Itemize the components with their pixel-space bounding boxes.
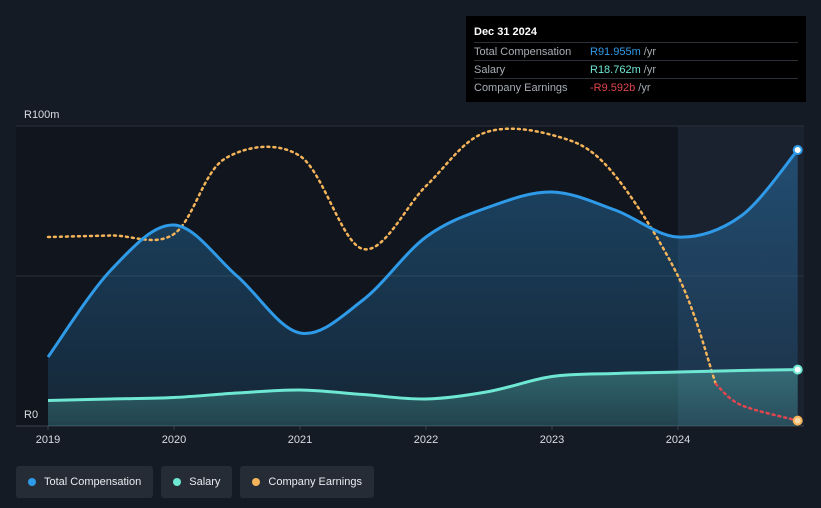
tooltip-label: Company Earnings [474, 81, 568, 94]
salary-line [47, 368, 798, 402]
tooltip-label: Total Compensation [474, 45, 572, 58]
y-tick-label-r100m: R100m [24, 109, 59, 121]
x-tick-label: 2022 [414, 434, 438, 446]
total-compensation-area [48, 150, 798, 426]
legend-dot-icon [173, 478, 182, 486]
tooltip-row-salary: Salary R18.762m /yr [474, 60, 798, 78]
x-tick-label: 2019 [36, 434, 60, 446]
tooltip-unit: /yr [643, 63, 656, 76]
company-earnings-line [46, 127, 718, 386]
legend-label: Salary [189, 476, 221, 488]
total-compensation-line [46, 149, 799, 358]
tooltip-row-total-compensation: Total Compensation R91.955m /yr [474, 42, 798, 60]
salary-end-marker [792, 364, 803, 375]
legend-item-company-earnings[interactable]: Company Earnings [240, 466, 374, 498]
legend-item-total-compensation[interactable]: Total Compensation [16, 466, 154, 498]
company-earnings-line-negative [714, 382, 799, 422]
company-earnings-end-marker [792, 415, 803, 426]
tooltip-date: Dec 31 2024 [474, 26, 537, 38]
tooltip-value-total-compensation: R91.955m [590, 45, 641, 58]
x-tick-label: 2023 [540, 434, 564, 446]
legend-label: Company Earnings [268, 476, 362, 488]
tooltip-unit: /yr [643, 45, 656, 58]
x-tick-label: 2024 [666, 434, 690, 446]
legend-dot-icon [28, 478, 36, 486]
y-tick-label-r0: R0 [24, 409, 38, 421]
tooltip: Dec 31 2024 Total Compensation R91.955m … [466, 16, 806, 102]
legend-item-salary[interactable]: Salary [161, 466, 233, 498]
x-tick-label: 2021 [288, 434, 312, 446]
x-tick-label: 2020 [162, 434, 186, 446]
tooltip-unit: /yr [638, 81, 651, 94]
tooltip-label: Salary [474, 63, 506, 76]
tooltip-value-company-earnings: -R9.592b [590, 81, 636, 94]
legend: Total Compensation Salary Company Earnin… [16, 466, 374, 498]
legend-label: Total Compensation [44, 476, 142, 488]
tooltip-row-company-earnings: Company Earnings -R9.592b /yr [474, 78, 798, 96]
legend-dot-icon [252, 478, 261, 486]
tooltip-value-salary: R18.762m [590, 63, 641, 76]
salary-area [48, 369, 798, 426]
total-compensation-end-marker [792, 145, 803, 155]
